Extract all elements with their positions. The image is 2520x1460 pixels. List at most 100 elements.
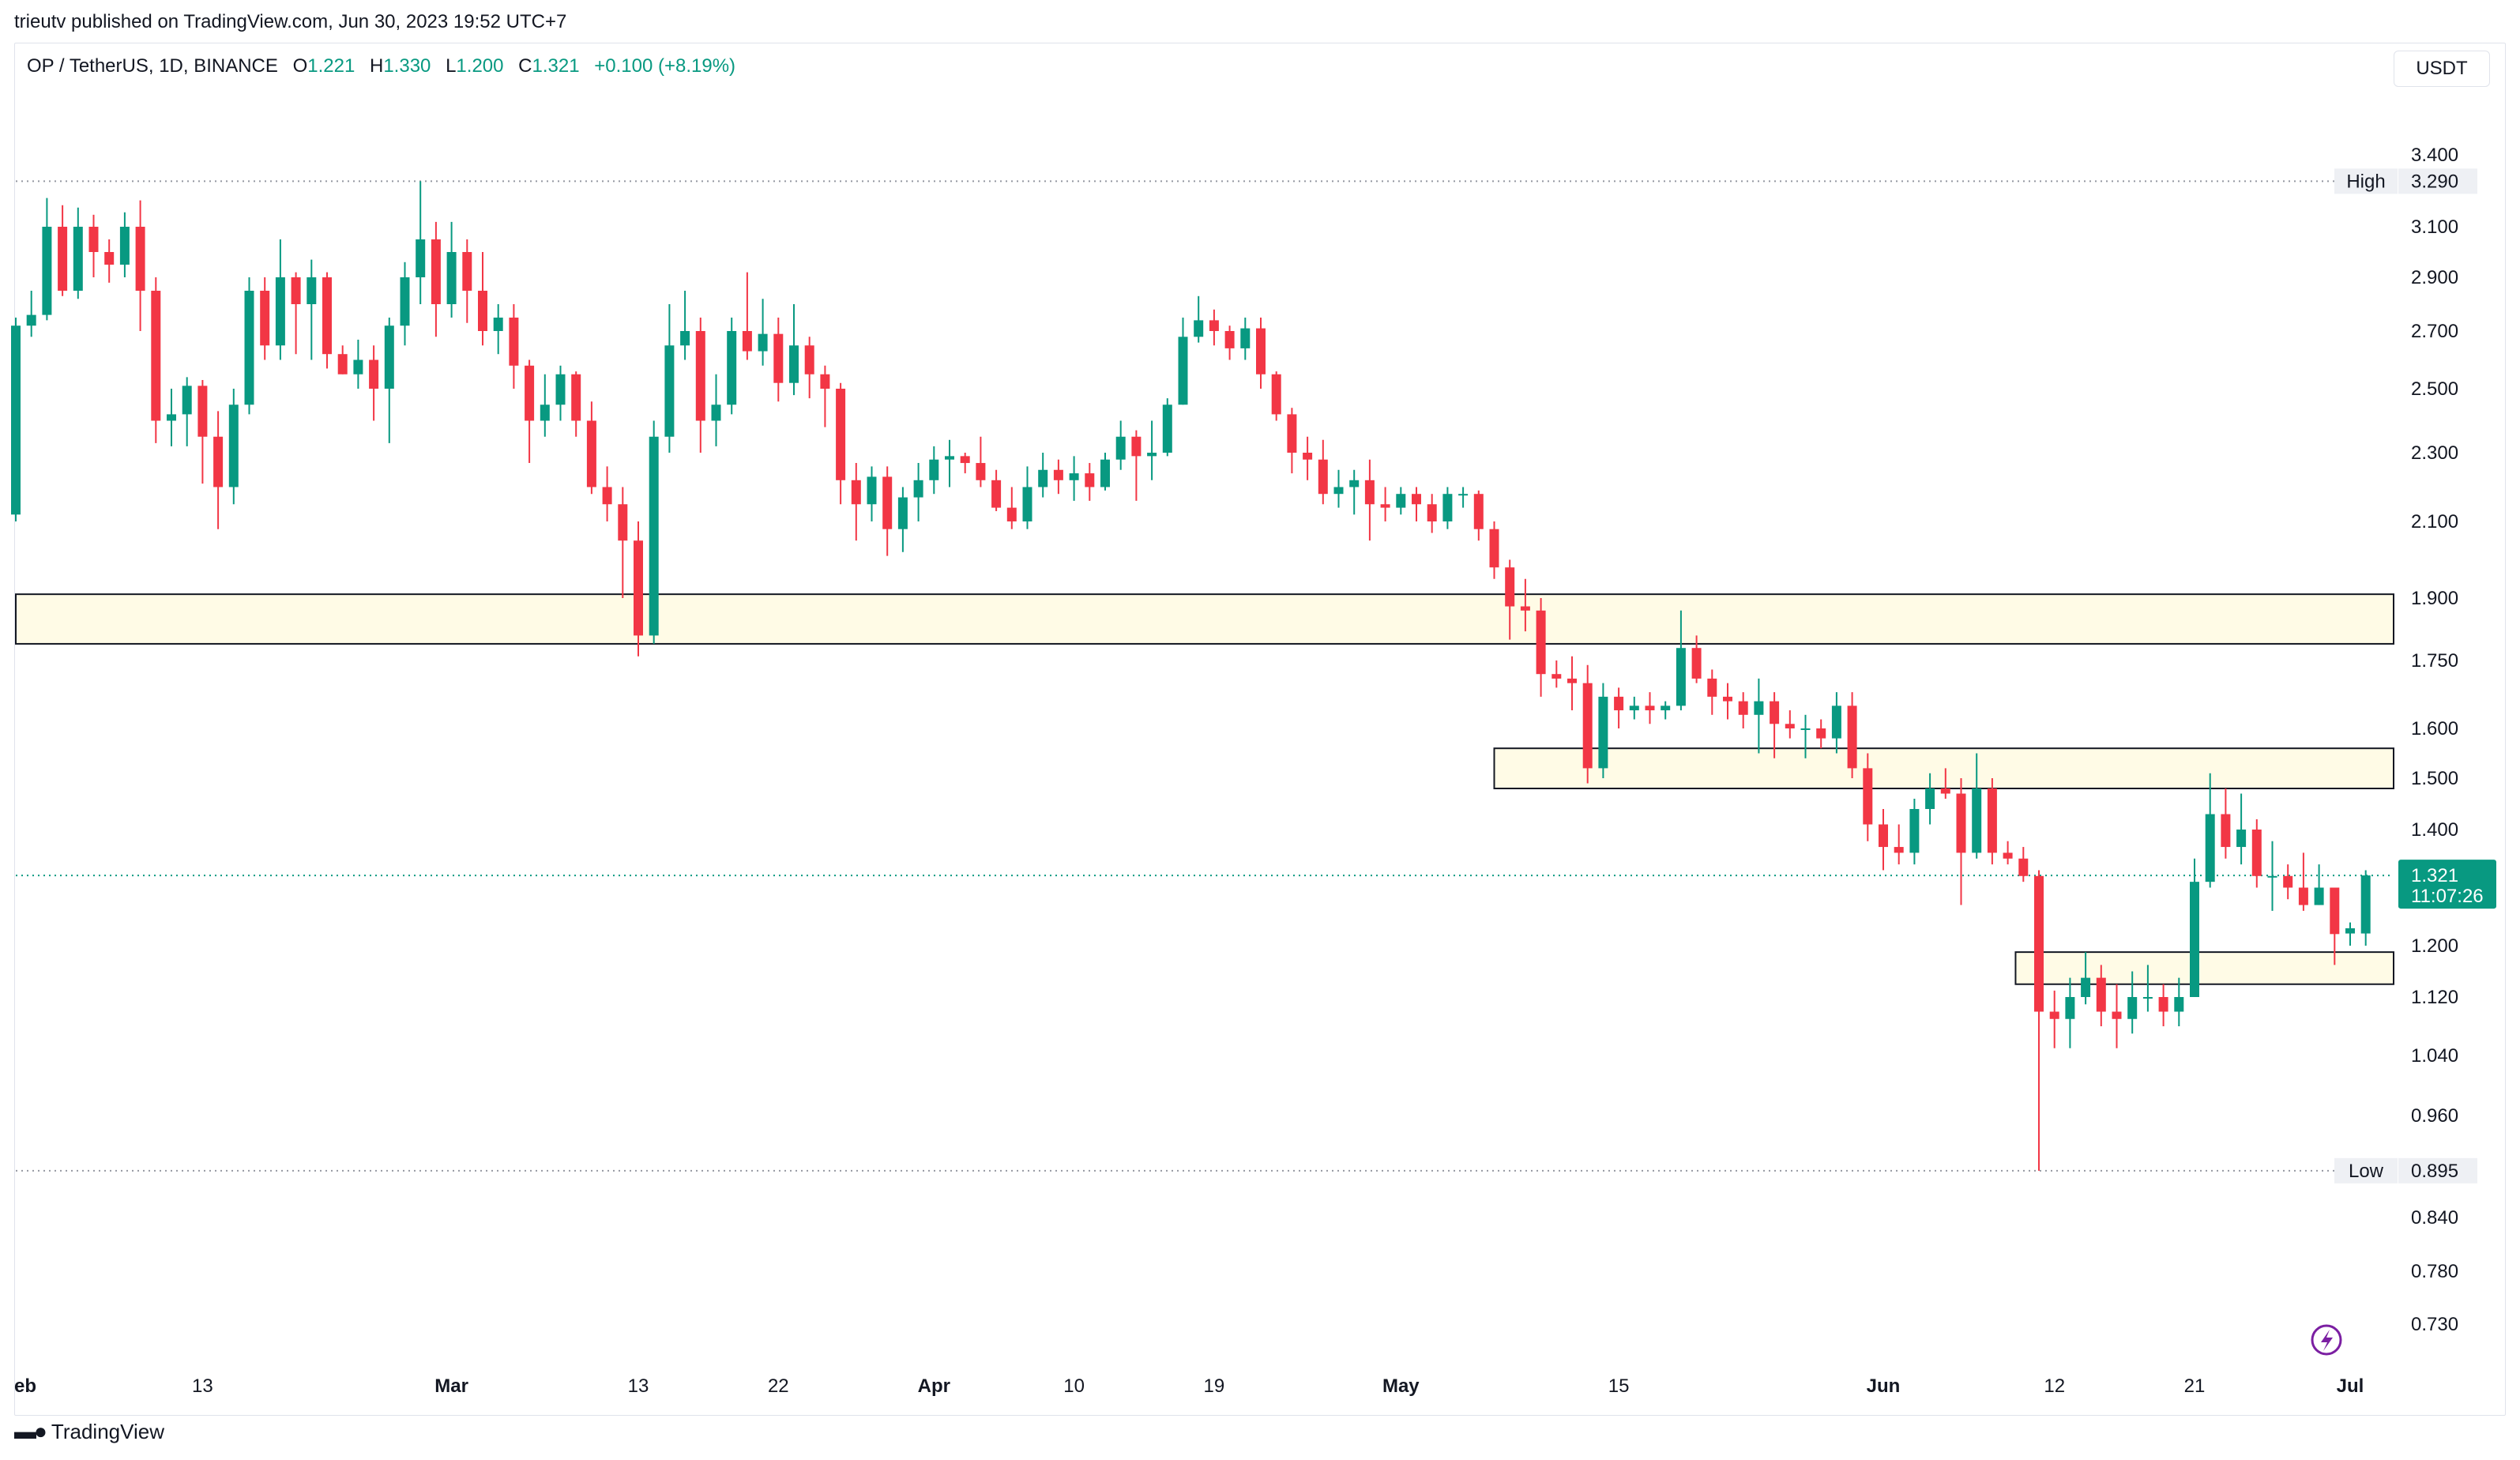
candle bbox=[1956, 778, 1966, 905]
candle-body bbox=[2049, 1011, 2059, 1019]
candle-body bbox=[384, 325, 394, 389]
y-tick-label: 0.840 bbox=[2411, 1207, 2458, 1229]
currency-selector[interactable]: USDT bbox=[2394, 51, 2490, 87]
candle bbox=[2360, 870, 2371, 946]
y-tick-label: 1.600 bbox=[2411, 718, 2458, 739]
candle bbox=[1987, 778, 1997, 865]
candle-body bbox=[945, 456, 954, 460]
candle bbox=[1800, 714, 1811, 758]
candle bbox=[2065, 977, 2075, 1048]
x-tick-label: 10 bbox=[1063, 1375, 1085, 1397]
candle-body bbox=[1909, 809, 1920, 853]
x-tick-label: 13 bbox=[192, 1375, 213, 1397]
candle bbox=[1412, 487, 1421, 521]
candle bbox=[1442, 487, 1453, 529]
candle bbox=[1723, 683, 1732, 720]
candle bbox=[960, 453, 970, 474]
candle bbox=[929, 446, 939, 495]
candle-body bbox=[711, 405, 721, 421]
candle-body bbox=[882, 476, 893, 529]
candle-body bbox=[151, 291, 161, 421]
candle bbox=[182, 377, 192, 446]
candle bbox=[1069, 456, 1079, 501]
candle bbox=[1754, 678, 1764, 754]
candle bbox=[2018, 847, 2029, 882]
candle-body bbox=[2298, 887, 2308, 905]
zones-layer bbox=[15, 593, 2394, 985]
candle-body bbox=[446, 252, 457, 304]
candle bbox=[1582, 664, 1593, 784]
candle bbox=[509, 304, 519, 389]
candle-body bbox=[991, 480, 1002, 508]
candle bbox=[1972, 753, 1982, 859]
candle bbox=[2221, 788, 2231, 859]
candle bbox=[1256, 318, 1266, 389]
candle bbox=[976, 436, 986, 487]
candle bbox=[1240, 318, 1251, 360]
candle bbox=[2003, 841, 2013, 865]
candle bbox=[1676, 610, 1686, 711]
candle-body bbox=[1987, 788, 1997, 853]
candle-body bbox=[1178, 337, 1188, 405]
candle-body bbox=[1224, 331, 1235, 348]
candle bbox=[1364, 459, 1375, 541]
candle bbox=[742, 272, 752, 360]
candle-body bbox=[260, 291, 270, 346]
candle-body bbox=[1069, 473, 1079, 480]
candle-body bbox=[1629, 706, 1639, 711]
candle-body bbox=[307, 277, 317, 304]
candle bbox=[1567, 656, 1577, 711]
candle bbox=[1349, 469, 1360, 515]
candle bbox=[1178, 318, 1188, 405]
y-tick-label: 1.900 bbox=[2411, 588, 2458, 609]
candle-body bbox=[1800, 728, 1811, 730]
candle-body bbox=[213, 436, 224, 487]
candle-body bbox=[789, 345, 799, 383]
y-tick-label: 1.750 bbox=[2411, 650, 2458, 672]
candle bbox=[711, 374, 721, 446]
candle bbox=[104, 239, 115, 283]
candle bbox=[1847, 692, 1857, 778]
candle bbox=[2330, 887, 2340, 965]
candle bbox=[1894, 824, 1904, 865]
candle-body bbox=[493, 318, 503, 331]
candle bbox=[1661, 701, 1671, 720]
candle bbox=[307, 259, 317, 360]
candle-body bbox=[197, 386, 208, 437]
candle bbox=[462, 239, 472, 323]
publisher-line: trieutv published on TradingView.com, Ju… bbox=[14, 11, 567, 32]
x-tick-label: 21 bbox=[2184, 1375, 2206, 1397]
candle bbox=[1194, 295, 1204, 343]
candle bbox=[1551, 660, 1562, 688]
candle bbox=[275, 239, 285, 360]
candle bbox=[2127, 971, 2138, 1034]
candle-body bbox=[976, 463, 986, 480]
x-tick-label: 22 bbox=[768, 1375, 789, 1397]
candle bbox=[2345, 922, 2355, 946]
candle bbox=[571, 371, 581, 437]
candle-body bbox=[1645, 706, 1655, 711]
candle-body bbox=[897, 497, 908, 529]
candle-body bbox=[337, 354, 348, 374]
footer-brand[interactable]: ▬● TradingView bbox=[14, 1419, 164, 1444]
candle bbox=[1271, 371, 1281, 421]
candle-body bbox=[1115, 436, 1126, 460]
candle bbox=[2142, 965, 2153, 1012]
candle-body bbox=[400, 277, 410, 326]
candle-body bbox=[634, 540, 643, 636]
candle-body bbox=[1661, 706, 1671, 711]
lightning-icon[interactable] bbox=[2311, 1324, 2342, 1356]
candle bbox=[1489, 521, 1499, 579]
candle bbox=[1038, 453, 1048, 498]
candle-body bbox=[1863, 768, 1873, 825]
candle-body bbox=[1271, 374, 1281, 415]
candle bbox=[446, 221, 457, 318]
support-zone-3 bbox=[2014, 951, 2394, 985]
candle-body bbox=[88, 227, 99, 252]
candle bbox=[540, 374, 550, 437]
candle bbox=[1520, 578, 1530, 632]
candle-body bbox=[586, 420, 596, 487]
symbol-name[interactable]: OP / TetherUS, 1D, BINANCE bbox=[27, 55, 278, 77]
x-tick-label: 15 bbox=[1608, 1375, 1630, 1397]
